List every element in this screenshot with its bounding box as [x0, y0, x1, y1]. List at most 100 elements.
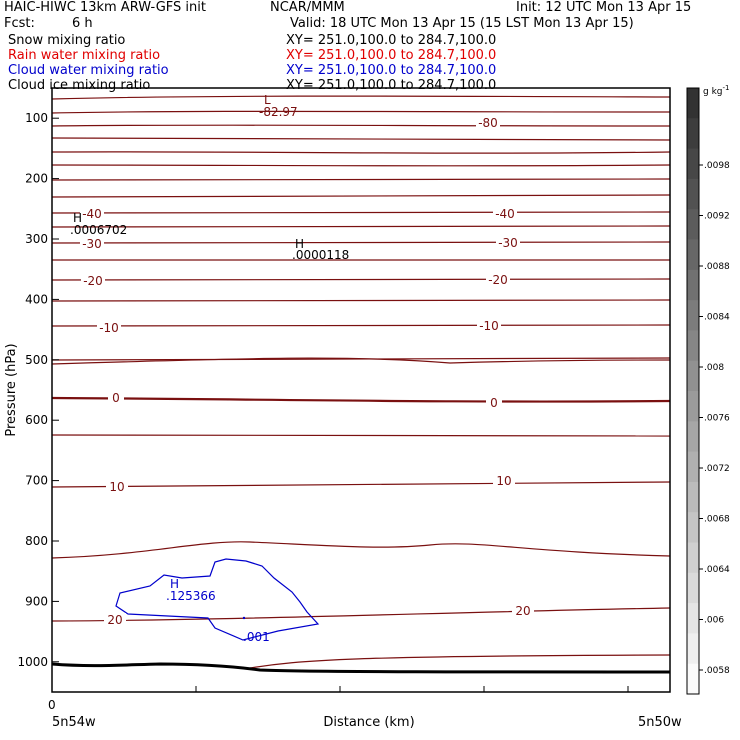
isotherm-line — [51, 225, 671, 228]
isotherm-line — [51, 95, 671, 100]
isotherm-line — [51, 178, 671, 182]
x-axis-label: Distance (km) — [323, 715, 414, 730]
isotherm-line — [51, 357, 671, 365]
isotherm-line — [51, 241, 671, 244]
high-value: .0000118 — [292, 248, 349, 262]
y-tick-label: 800 — [25, 534, 48, 548]
colorbar-swatch — [687, 512, 699, 543]
colorbar-swatch — [687, 542, 699, 574]
colorbar-unit-base: g kg — [703, 87, 723, 97]
y-tick-label: 100 — [25, 111, 48, 125]
isotherm-label: 10 — [496, 474, 511, 488]
field-xy-cloud-water: XY= 251.0,100.0 to 284.7,100.0 — [286, 63, 497, 78]
isotherm-line — [51, 357, 671, 361]
y-tick-label: 700 — [25, 474, 48, 488]
isotherm-line — [51, 211, 671, 215]
isotherm-line — [51, 124, 671, 127]
isotherm-label: -20 — [83, 274, 103, 288]
high-marker: H — [73, 211, 82, 225]
colorbar-swatch — [687, 269, 699, 301]
colorbar-tick-label: .0098 — [704, 161, 730, 171]
isotherm-label: -10 — [99, 321, 119, 335]
low-value: -82.97 — [259, 105, 298, 119]
isotherm-label: 0 — [490, 396, 498, 410]
isotherm-label: -40 — [82, 207, 102, 221]
x-axis-ticks — [51, 686, 629, 692]
colorbar-swatch — [687, 360, 699, 392]
cloud-water-contour — [115, 558, 320, 641]
field-name-cloud-water: Cloud water mixing ratio — [8, 63, 169, 78]
colorbar-tick-label: .0058 — [704, 666, 730, 676]
colorbar-swatch — [687, 118, 699, 150]
forecast-hour: 6 h — [72, 16, 93, 31]
colorbar-swatch — [687, 481, 699, 513]
isotherm-line — [51, 278, 671, 282]
isotherm-line — [51, 434, 671, 437]
isotherm-label: -80 — [478, 116, 498, 130]
high-value: .0006702 — [70, 223, 127, 237]
isotherm-label: -10 — [479, 319, 499, 333]
colorbar-frame — [686, 87, 700, 695]
y-tick-label: 500 — [25, 353, 48, 367]
colorbar-swatch — [687, 178, 699, 210]
colorbar-swatch — [687, 421, 699, 453]
y-tick-label: 300 — [25, 232, 48, 246]
colorbar-swatch — [687, 451, 699, 483]
isotherm-label: 20 — [515, 604, 530, 618]
cloud-contour-label: .001 — [243, 630, 270, 644]
terrain-line — [51, 662, 671, 674]
isotherm-label: 10 — [109, 480, 124, 494]
colorbar-unit-exp: -1 — [723, 84, 730, 92]
field-name-snow: Snow mixing ratio — [8, 33, 126, 48]
colorbar-swatch — [687, 209, 699, 240]
colorbar-swatch — [687, 603, 699, 634]
colorbar-swatch — [687, 148, 699, 180]
colorbar-tick-label: .0064 — [704, 565, 730, 575]
y-axis-ticks: 100 200 300 400 500 600 700 800 900 1000 — [17, 111, 59, 669]
y-tick-label: 1000 — [17, 655, 48, 669]
isotherm-line — [51, 607, 671, 622]
isotherm-line — [51, 164, 671, 167]
field-name-cloud-ice: Cloud ice mixing ratio — [8, 78, 151, 93]
isotherm-label: -30 — [498, 236, 518, 250]
center-label: NCAR/MMM — [270, 0, 345, 15]
field-xy-snow: XY= 251.0,100.0 to 284.7,100.0 — [286, 33, 497, 48]
isotherm-line — [51, 299, 671, 302]
colorbar-swatch — [687, 572, 699, 604]
left-end-label: 5n54w — [52, 715, 96, 730]
y-tick-label: 400 — [25, 292, 48, 306]
field-name-rain: Rain water mixing ratio — [8, 48, 161, 63]
colorbar-tick-label: .0076 — [704, 414, 730, 424]
colorbar-swatch — [687, 300, 699, 331]
isotherm-line — [51, 137, 671, 141]
isotherm-lines — [51, 95, 671, 669]
colorbar-tick-label: .008 — [704, 363, 724, 373]
isotherm-line — [51, 396, 671, 403]
y-tick-label: 900 — [25, 594, 48, 608]
colorbar — [686, 87, 700, 695]
colorbar-tick-label: .0084 — [704, 313, 730, 323]
isotherm-line — [51, 151, 671, 154]
colorbar-tick-label: .0092 — [704, 212, 730, 222]
colorbar-unit: g kg-1 — [703, 84, 729, 97]
colorbar-swatch — [687, 239, 699, 271]
high-marker: H — [295, 237, 304, 251]
isotherm-label: -20 — [488, 273, 508, 287]
extrema-group: L -82.97 H .0006702 H .0000118 H .125366… — [70, 93, 349, 644]
colorbar-tick-label: .0072 — [704, 464, 730, 474]
isotherm-line — [249, 654, 671, 669]
colorbar-ticks: .0098 .0092 .0088 .0084 .008 .0076 .0072 .0068.… — [699, 161, 730, 676]
y-axis-label: Pressure (hPa) — [4, 343, 19, 436]
isotherm-label: -40 — [495, 207, 515, 221]
y-tick-label: 600 — [25, 413, 48, 427]
isotherm-label: -30 — [82, 237, 102, 251]
colorbar-swatch — [687, 391, 699, 422]
isotherm-line — [51, 324, 671, 328]
cloud-point-marker — [242, 616, 246, 620]
isotherm-line — [51, 481, 671, 488]
isotherm-label-group: -80 -40 -40 -30 -30 -20 -20 -10 -10 0 0 … — [80, 115, 534, 627]
colorbar-swatch — [687, 633, 699, 665]
right-end-label: 5n50w — [638, 715, 682, 730]
isotherm-line — [51, 541, 671, 559]
